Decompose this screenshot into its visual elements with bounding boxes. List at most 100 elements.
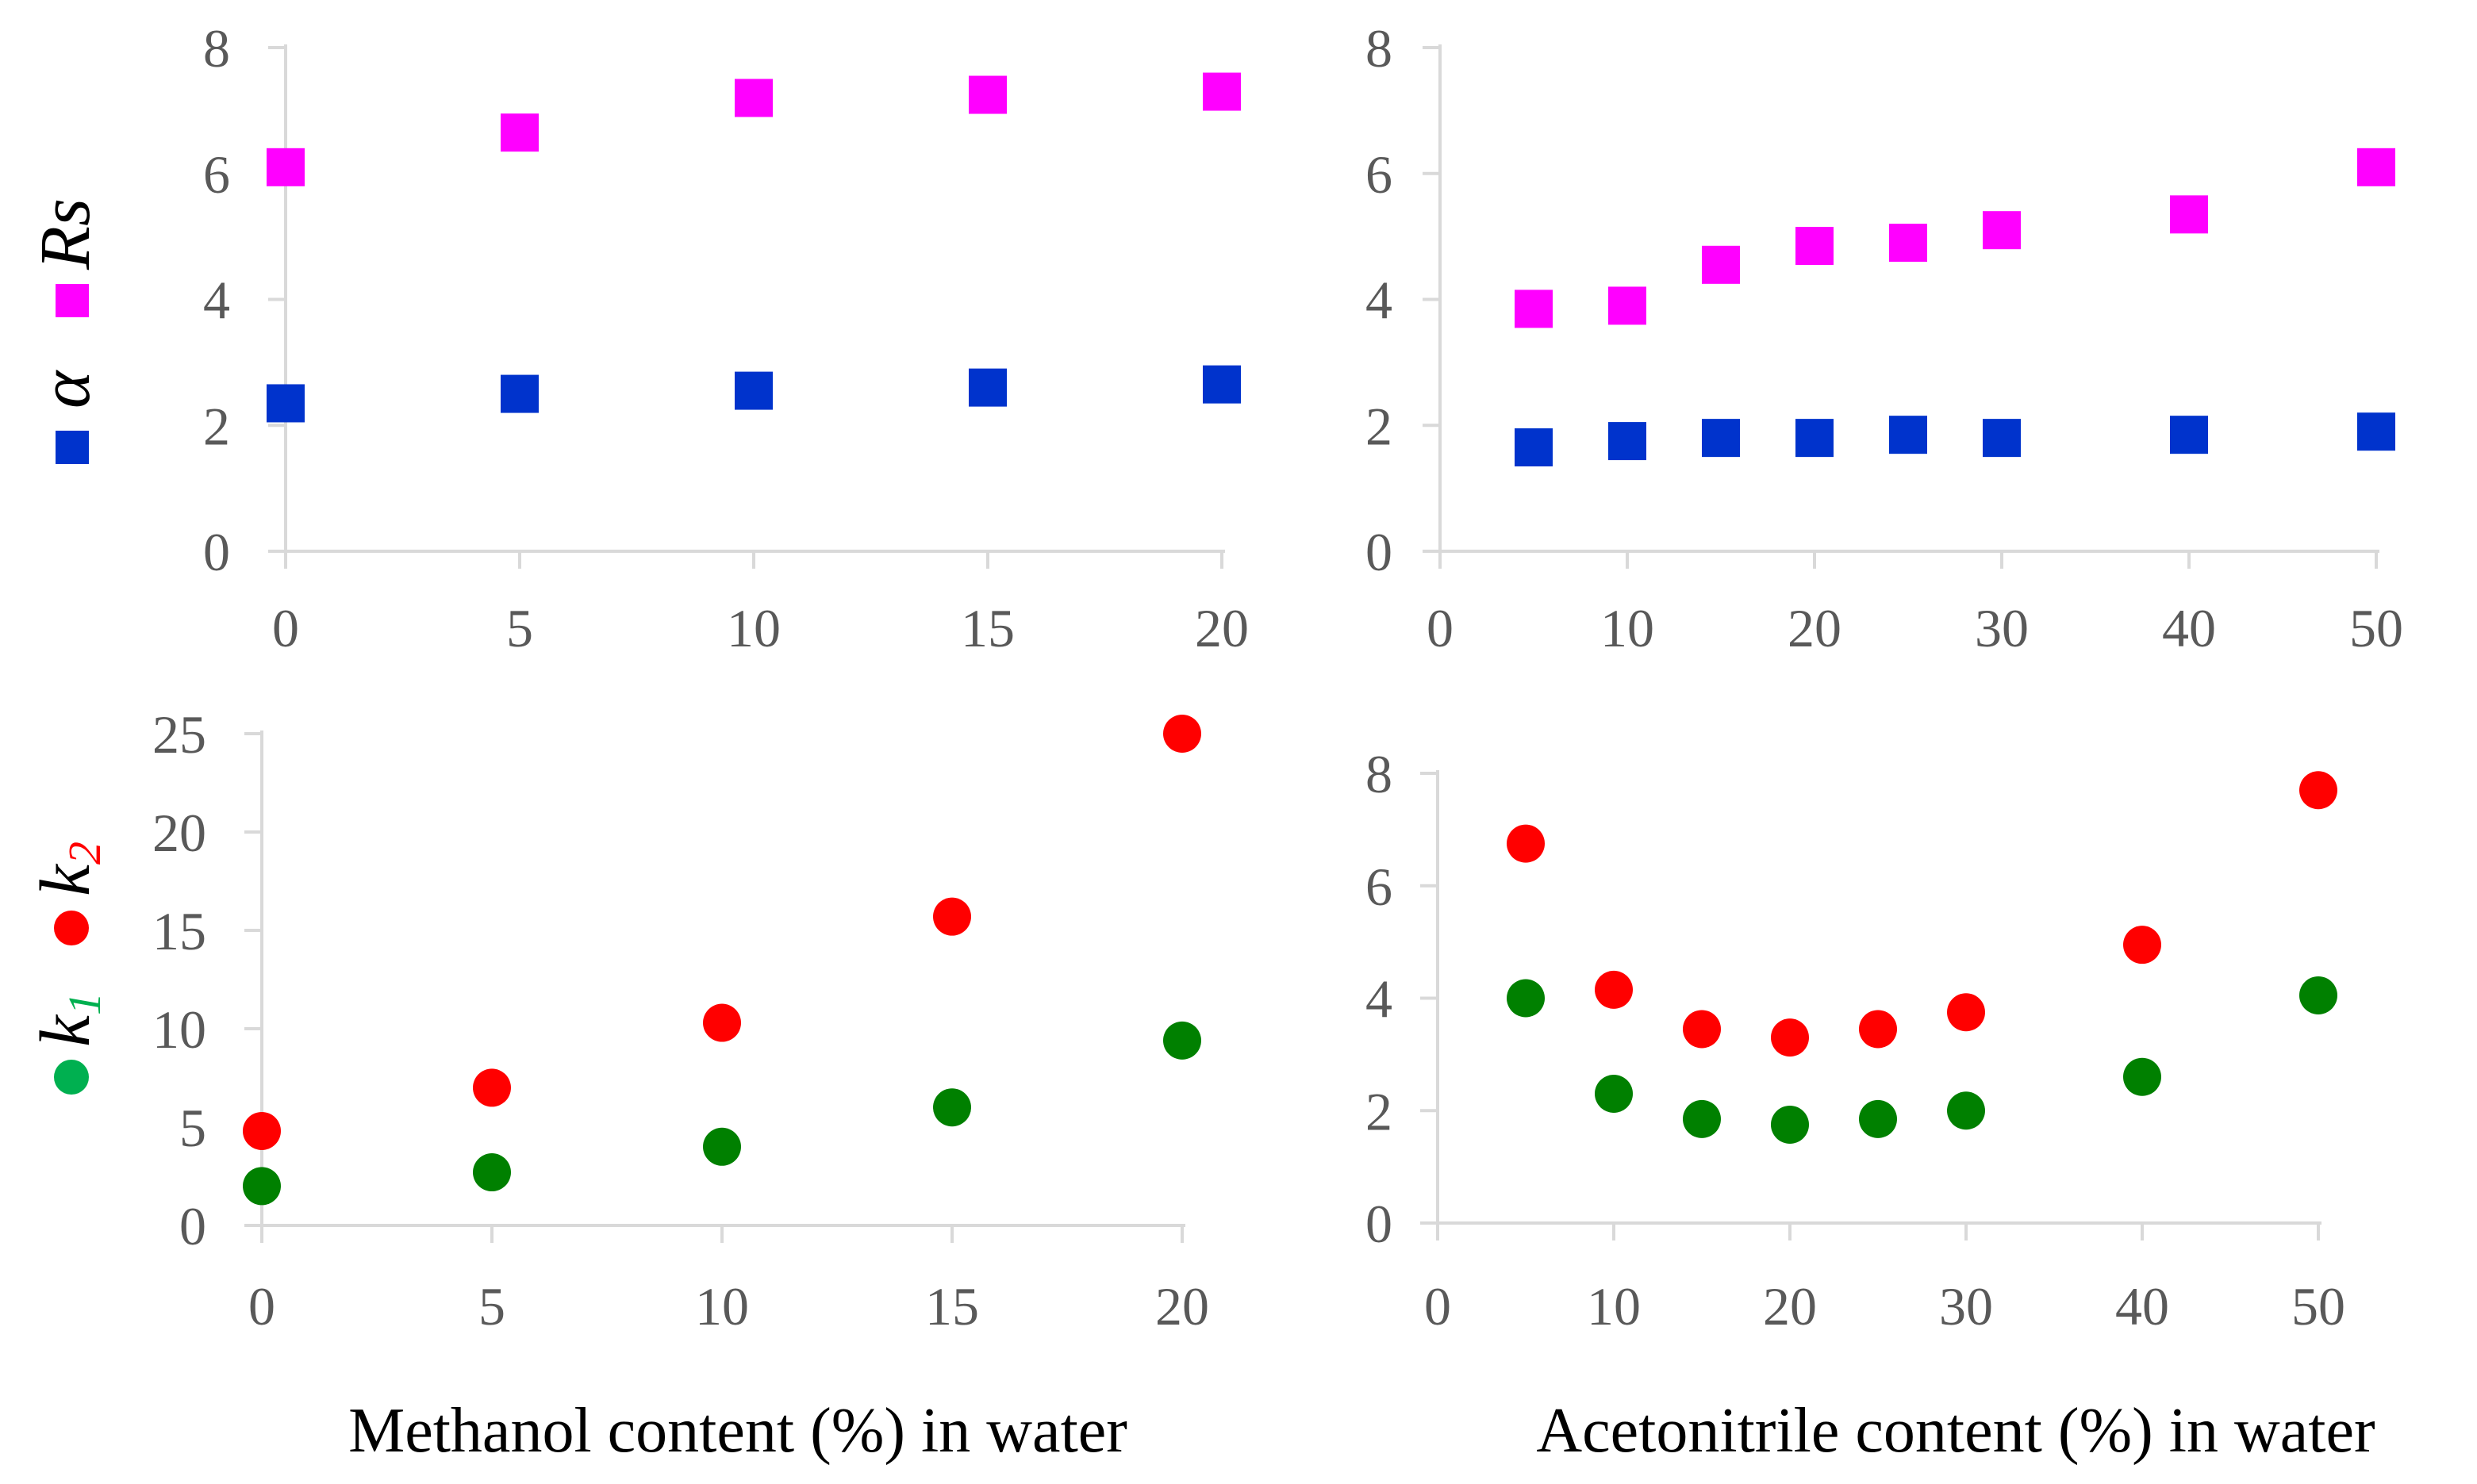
data-point-alpha bbox=[1515, 428, 1553, 467]
x-tick-label: 10 bbox=[1600, 598, 1654, 658]
data-point-k2 bbox=[1947, 993, 1985, 1032]
x-tick-label: 15 bbox=[925, 1276, 979, 1336]
panel-k-acetonitrile: 0 2 4 6 8 0 10 20 30 40 50 bbox=[1365, 744, 2345, 1336]
data-point-rs bbox=[1795, 227, 1834, 266]
y-tick-label: 0 bbox=[1365, 1194, 1392, 1254]
x-tick-label: 50 bbox=[2291, 1276, 2345, 1336]
y-tick-label: 8 bbox=[1365, 744, 1392, 804]
data-point-alpha bbox=[1983, 419, 2021, 458]
y-tick-label: 10 bbox=[152, 999, 206, 1060]
y-tick-label: 2 bbox=[203, 396, 230, 456]
bottom-y-axis-label: k1 k2 bbox=[26, 842, 110, 1095]
data-point-alpha bbox=[1889, 416, 1927, 454]
data-point-rs bbox=[735, 79, 773, 117]
alpha-label: α bbox=[26, 370, 105, 408]
data-point-rs bbox=[2357, 148, 2395, 186]
alpha-legend-square bbox=[56, 431, 89, 464]
data-point-k1 bbox=[1163, 1021, 1201, 1060]
x-tick-label: 20 bbox=[1195, 598, 1249, 658]
x-tick-label: 40 bbox=[2162, 598, 2216, 658]
rs-label: Rs bbox=[26, 198, 105, 270]
data-point-rs bbox=[1702, 245, 1740, 284]
data-point-rs bbox=[1608, 286, 1646, 325]
x-tick-label: 10 bbox=[695, 1276, 749, 1336]
data-point-k1 bbox=[243, 1167, 281, 1206]
data-point-k2 bbox=[243, 1111, 281, 1150]
k2-legend-dot bbox=[54, 911, 89, 945]
x-tick-label: 0 bbox=[272, 598, 299, 658]
data-point-k1 bbox=[1859, 1099, 1897, 1138]
x-tick-label: 0 bbox=[1424, 1276, 1451, 1336]
x-tick-label: 50 bbox=[2349, 598, 2403, 658]
x-tick-label: 20 bbox=[1763, 1276, 1817, 1336]
x-tick-label: 0 bbox=[248, 1276, 275, 1336]
data-point-alpha bbox=[501, 374, 539, 413]
data-point-k2 bbox=[1595, 970, 1633, 1009]
data-point-k1 bbox=[2299, 976, 2337, 1014]
x-tick-label: 30 bbox=[1975, 598, 2029, 658]
data-point-rs bbox=[2170, 195, 2208, 234]
data-point-alpha bbox=[1702, 419, 1740, 458]
y-tick-label: 2 bbox=[1365, 396, 1392, 456]
data-point-alpha bbox=[1795, 419, 1834, 458]
panel-alpha-rs-acetonitrile: 0 2 4 6 8 0 10 20 30 40 50 bbox=[1365, 18, 2403, 658]
y-tick-label: 6 bbox=[1365, 144, 1392, 205]
y-tick-label: 4 bbox=[203, 270, 230, 331]
y-tick-label: 4 bbox=[1365, 270, 1392, 331]
data-point-k1 bbox=[1507, 979, 1545, 1018]
y-tick-label: 8 bbox=[1365, 18, 1392, 79]
data-point-alpha bbox=[735, 371, 773, 410]
data-point-k2 bbox=[1683, 1010, 1721, 1049]
y-tick-label: 6 bbox=[203, 144, 230, 205]
top-y-axis-label: α Rs bbox=[26, 198, 105, 464]
data-point-rs bbox=[1515, 290, 1553, 328]
data-point-k1 bbox=[473, 1153, 511, 1192]
data-point-rs bbox=[969, 75, 1007, 114]
data-point-k2 bbox=[1859, 1010, 1897, 1049]
data-point-alpha bbox=[969, 368, 1007, 407]
panel-k-methanol: 0 5 10 15 20 25 0 5 10 15 20 bbox=[152, 704, 1209, 1336]
data-point-k1 bbox=[1683, 1099, 1721, 1138]
y-tick-label: 6 bbox=[1365, 857, 1392, 917]
y-tick-label: 0 bbox=[179, 1196, 206, 1256]
data-point-rs bbox=[501, 113, 539, 152]
y-tick-label: 8 bbox=[203, 18, 230, 79]
x-tick-label: 10 bbox=[1587, 1276, 1641, 1336]
y-tick-label: 25 bbox=[152, 704, 206, 765]
data-point-k1 bbox=[1771, 1105, 1809, 1144]
data-point-k1 bbox=[2123, 1057, 2161, 1096]
data-point-k1 bbox=[703, 1127, 741, 1166]
x-tick-label: 0 bbox=[1427, 598, 1454, 658]
x-tick-label: 20 bbox=[1788, 598, 1841, 658]
data-point-k2 bbox=[933, 897, 971, 936]
data-point-k1 bbox=[1947, 1091, 1985, 1130]
panel-alpha-rs-methanol: 0 2 4 6 8 0 5 10 15 20 bbox=[203, 18, 1249, 658]
data-point-k2 bbox=[1507, 824, 1545, 863]
data-point-rs bbox=[1203, 72, 1241, 111]
x-tick-label: 5 bbox=[478, 1276, 505, 1336]
data-point-k1 bbox=[1595, 1074, 1633, 1113]
y-tick-label: 0 bbox=[1365, 522, 1392, 582]
x-tick-label: 10 bbox=[727, 598, 781, 658]
data-point-k2 bbox=[1771, 1018, 1809, 1057]
k1-label: k1 bbox=[26, 992, 110, 1047]
y-tick-label: 20 bbox=[152, 803, 206, 863]
data-point-k2 bbox=[2123, 926, 2161, 964]
rs-legend-square bbox=[56, 284, 89, 317]
data-point-k2 bbox=[473, 1068, 511, 1107]
y-tick-label: 5 bbox=[179, 1098, 206, 1158]
y-tick-label: 0 bbox=[203, 522, 230, 582]
x-tick-label: 20 bbox=[1155, 1276, 1209, 1336]
y-tick-label: 4 bbox=[1365, 969, 1392, 1030]
data-point-alpha bbox=[2357, 412, 2395, 451]
x-axis-label-acetonitrile: Acetonitrile content (%) in water bbox=[1536, 1396, 2375, 1466]
x-axis-label-methanol: Methanol content (%) in water bbox=[348, 1396, 1127, 1466]
data-point-rs bbox=[1983, 211, 2021, 250]
data-point-alpha bbox=[267, 384, 305, 423]
x-tick-label: 40 bbox=[2115, 1276, 2169, 1336]
y-tick-label: 2 bbox=[1365, 1081, 1392, 1141]
k1-legend-dot bbox=[54, 1060, 89, 1095]
x-tick-label: 5 bbox=[506, 598, 533, 658]
data-point-k2 bbox=[1163, 715, 1201, 753]
